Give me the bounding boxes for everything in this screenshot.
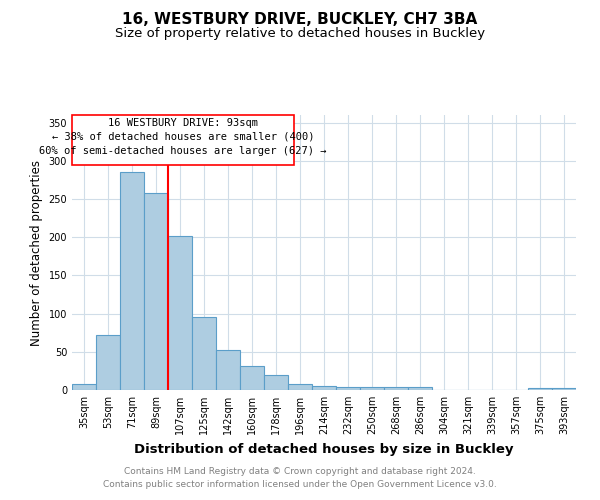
Y-axis label: Number of detached properties: Number of detached properties (30, 160, 43, 346)
Bar (240, 366, 264, 390)
Text: 16, WESTBURY DRIVE, BUCKLEY, CH7 3BA: 16, WESTBURY DRIVE, BUCKLEY, CH7 3BA (122, 12, 478, 28)
Bar (360, 387, 384, 390)
X-axis label: Distribution of detached houses by size in Buckley: Distribution of detached houses by size … (134, 442, 514, 456)
Bar (264, 376, 288, 390)
Bar (192, 318, 216, 390)
Text: 60% of semi-detached houses are larger (627) →: 60% of semi-detached houses are larger (… (39, 146, 326, 156)
Bar (312, 386, 336, 390)
Bar (384, 387, 408, 390)
Text: 16 WESTBURY DRIVE: 93sqm: 16 WESTBURY DRIVE: 93sqm (108, 118, 258, 128)
Text: Contains public sector information licensed under the Open Government Licence v3: Contains public sector information licen… (103, 480, 497, 489)
Text: Contains HM Land Registry data © Crown copyright and database right 2024.: Contains HM Land Registry data © Crown c… (124, 467, 476, 476)
Bar (288, 384, 312, 390)
Bar (528, 388, 552, 390)
Bar (408, 387, 432, 390)
Bar (336, 387, 360, 390)
Bar (120, 172, 144, 390)
Text: ← 38% of detached houses are smaller (400): ← 38% of detached houses are smaller (40… (52, 132, 314, 141)
Bar (72, 384, 96, 390)
Bar (144, 193, 168, 390)
Bar (96, 335, 120, 390)
Bar (216, 350, 240, 390)
Bar (168, 236, 192, 390)
Bar (552, 388, 576, 390)
Text: Size of property relative to detached houses in Buckley: Size of property relative to detached ho… (115, 28, 485, 40)
